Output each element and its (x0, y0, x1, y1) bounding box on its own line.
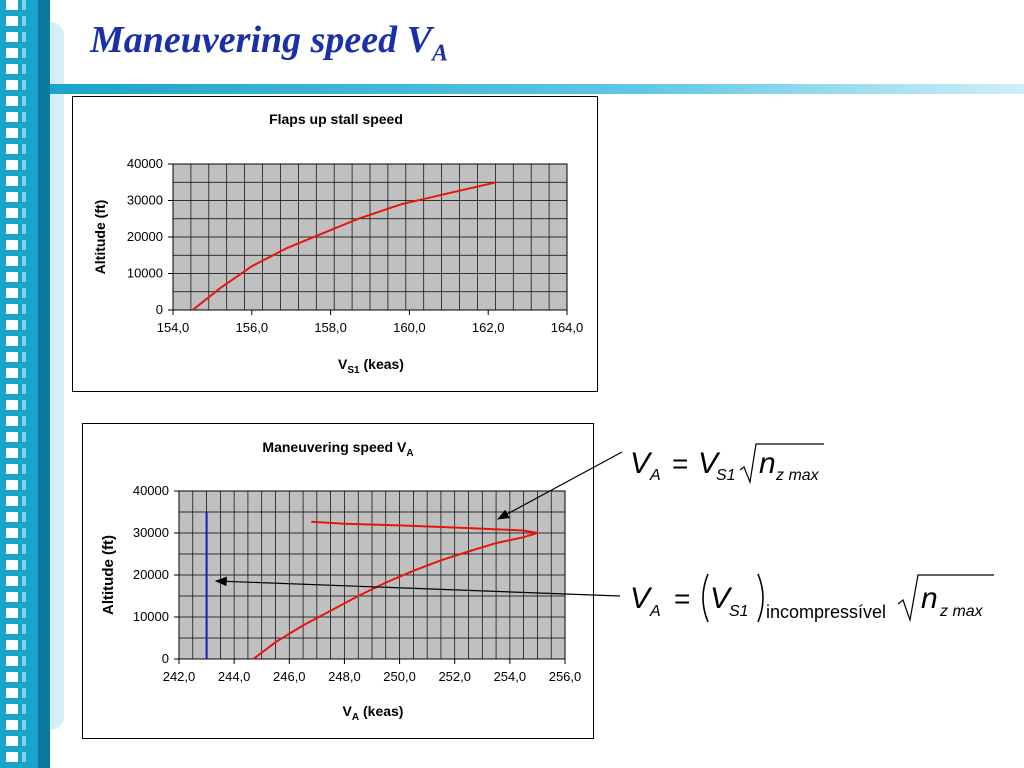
slide-title: Maneuvering speed VA (90, 18, 448, 68)
slide-side-panel (50, 22, 64, 730)
y-tick-label: 10000 (127, 266, 163, 281)
y-tick-label: 40000 (133, 483, 169, 498)
series-line-0 (252, 520, 538, 660)
x-tick-label: 242,0 (163, 669, 196, 684)
y-tick-label: 40000 (127, 156, 163, 171)
slide-title-text: Maneuvering speed V (90, 19, 432, 61)
eq1-lhs: V (630, 447, 653, 480)
chart-title: Maneuvering speed VA (262, 439, 413, 459)
eq2-n: n (921, 582, 938, 615)
y-tick-label: 0 (162, 651, 169, 666)
maneuvering-speed-chart-frame: Maneuvering speed VA Altitude (ft) VA (k… (82, 423, 594, 739)
sidebar-dash-pattern-inner (22, 0, 26, 768)
x-tick-label: 256,0 (549, 669, 582, 684)
x-tick-label: 246,0 (273, 669, 306, 684)
x-tick-label: 160,0 (393, 320, 426, 335)
title-underline-bar (50, 84, 1024, 94)
eq2-lhs-sub: A (649, 603, 661, 620)
x-tick-label: 154,0 (157, 320, 190, 335)
y-tick-label: 10000 (133, 609, 169, 624)
eq2-sqrt-sign (897, 574, 994, 623)
eq1-equals: = (672, 448, 688, 479)
y-tick-label: 0 (156, 302, 163, 317)
y-tick-label: 30000 (133, 525, 169, 540)
maneuvering-speed-chart: Maneuvering speed VA Altitude (ft) VA (k… (100, 439, 582, 723)
eq2-equals: = (674, 583, 690, 614)
eq2-v-sub: S1 (729, 603, 749, 620)
x-axis-label: VS1 (keas) (338, 356, 404, 376)
eq1-v-sub: S1 (716, 467, 736, 484)
x-tick-label: 248,0 (328, 669, 361, 684)
y-axis-label: Altitude (ft) (100, 535, 117, 615)
series-line-0 (192, 181, 497, 311)
x-tick-label: 244,0 (218, 669, 251, 684)
eq2-left-paren (702, 573, 709, 623)
eq2-right-paren (757, 573, 764, 623)
x-tick-label: 158,0 (314, 320, 347, 335)
y-tick-label: 30000 (127, 193, 163, 208)
eq2-n-sub: z max (939, 603, 984, 620)
x-tick-label: 156,0 (236, 320, 269, 335)
stall-speed-chart-frame: Flaps up stall speed Altitude (ft) VS1 (… (72, 96, 598, 392)
x-tick-label: 252,0 (438, 669, 471, 684)
chart-title: Flaps up stall speed (269, 111, 403, 127)
eq2-v: V (710, 582, 733, 615)
eq2-lhs: V (630, 582, 653, 615)
sidebar-dash-pattern (6, 0, 18, 768)
slide-title-subscript: A (432, 40, 449, 67)
x-tick-label: 162,0 (472, 320, 505, 335)
x-axis-label: VA (keas) (343, 703, 404, 723)
eq1-lhs-sub: A (649, 467, 661, 484)
eq1-n-sub: z max (775, 467, 820, 484)
eq1-n: n (759, 447, 776, 480)
x-tick-label: 164,0 (551, 320, 584, 335)
y-axis-label: Altitude (ft) (92, 200, 108, 275)
stall-speed-chart: Flaps up stall speed Altitude (ft) VS1 (… (92, 111, 584, 376)
equation-1: V A = V S1 n z max (630, 443, 824, 485)
y-tick-label: 20000 (133, 567, 169, 582)
x-tick-label: 250,0 (383, 669, 416, 684)
equation-2: V A = V S1 incompressível n z max (630, 573, 994, 623)
eq1-sqrt-sign (739, 443, 824, 485)
eq1-v: V (698, 447, 721, 480)
x-tick-label: 254,0 (494, 669, 527, 684)
y-tick-label: 20000 (127, 229, 163, 244)
slide-sidebar-shade (38, 0, 50, 768)
eq2-paren-sub: incompressível (766, 602, 886, 622)
